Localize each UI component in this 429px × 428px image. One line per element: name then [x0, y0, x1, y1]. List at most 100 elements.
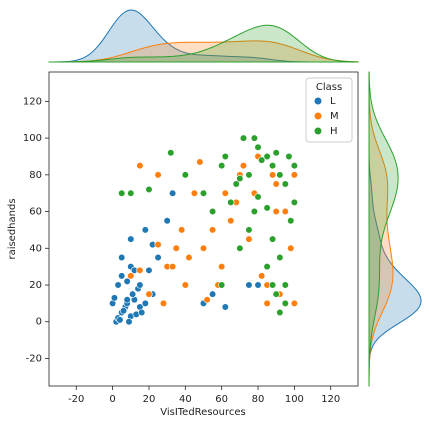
point [123, 296, 131, 304]
point [110, 294, 119, 302]
point [263, 204, 271, 212]
axes-frame [48, 71, 359, 387]
point [127, 235, 135, 243]
point [172, 244, 180, 252]
point [254, 143, 262, 151]
point [145, 185, 153, 194]
point [208, 226, 217, 234]
point [141, 299, 149, 307]
point [268, 281, 277, 289]
marginal-kde-y [368, 71, 399, 387]
x-tick-label: 80 [252, 394, 265, 405]
point [118, 189, 126, 197]
point [181, 171, 189, 179]
point [245, 235, 253, 243]
point [258, 156, 266, 164]
point [145, 266, 153, 274]
y-tick-label: 100 [23, 133, 42, 144]
point [129, 290, 137, 298]
point [272, 207, 280, 216]
point [118, 253, 126, 262]
point [154, 241, 162, 249]
point [239, 162, 248, 170]
x-tick-label: 0 [109, 394, 115, 405]
point [254, 281, 262, 289]
point [281, 207, 289, 216]
x-tick-label: 60 [215, 394, 228, 405]
y-tick-label: 20 [29, 280, 42, 291]
point [281, 180, 289, 188]
point [190, 189, 199, 197]
point [118, 272, 126, 280]
point [127, 272, 135, 280]
y-tick-label: 120 [23, 96, 42, 107]
point [199, 244, 208, 252]
point [290, 171, 298, 179]
x-tick-label: 20 [143, 394, 156, 405]
point [154, 253, 162, 262]
legend-marker [314, 97, 322, 105]
point [250, 207, 258, 216]
point [141, 226, 149, 234]
point [276, 308, 284, 317]
x-axis-label: VisITedResources [160, 407, 246, 418]
point [239, 134, 248, 142]
point [263, 263, 271, 271]
point [221, 152, 229, 161]
point [236, 174, 244, 183]
point [268, 171, 277, 179]
point [119, 307, 128, 315]
point [290, 162, 298, 170]
point [136, 266, 144, 274]
legend-title: Class [316, 82, 342, 93]
point [163, 217, 171, 225]
point [287, 217, 295, 225]
point [281, 299, 289, 307]
point [245, 171, 253, 179]
point [218, 162, 226, 170]
point [181, 281, 189, 289]
point [208, 290, 217, 298]
point [138, 308, 146, 317]
point [221, 189, 229, 197]
point [196, 158, 204, 166]
point [250, 134, 258, 142]
point [123, 277, 131, 285]
y-axis-label: raisedhands [7, 198, 18, 259]
x-tick-label: 40 [179, 394, 192, 405]
point [227, 198, 235, 206]
point [154, 171, 162, 179]
point [272, 290, 280, 298]
point [127, 189, 135, 197]
point [263, 299, 271, 307]
point [290, 299, 298, 307]
point [263, 152, 271, 161]
y-tick-label: 40 [29, 243, 42, 254]
point [227, 217, 235, 225]
x-tick-label: 100 [285, 394, 304, 405]
point [116, 316, 124, 324]
point [159, 299, 168, 307]
x-tick-label: -20 [68, 394, 84, 405]
point [221, 303, 229, 311]
point [287, 244, 295, 252]
y-tick-label: 60 [29, 207, 42, 218]
point [268, 235, 277, 243]
point [218, 281, 226, 289]
point [281, 281, 289, 289]
legend-marker [314, 112, 322, 120]
point [285, 152, 293, 161]
point [114, 281, 122, 289]
point [136, 281, 144, 289]
point [199, 189, 208, 197]
point [145, 290, 153, 298]
point [245, 281, 253, 289]
point [203, 296, 211, 304]
point [268, 162, 277, 170]
point [208, 207, 217, 216]
point [218, 263, 226, 271]
point [169, 263, 177, 271]
point [178, 226, 186, 234]
point [167, 149, 175, 157]
